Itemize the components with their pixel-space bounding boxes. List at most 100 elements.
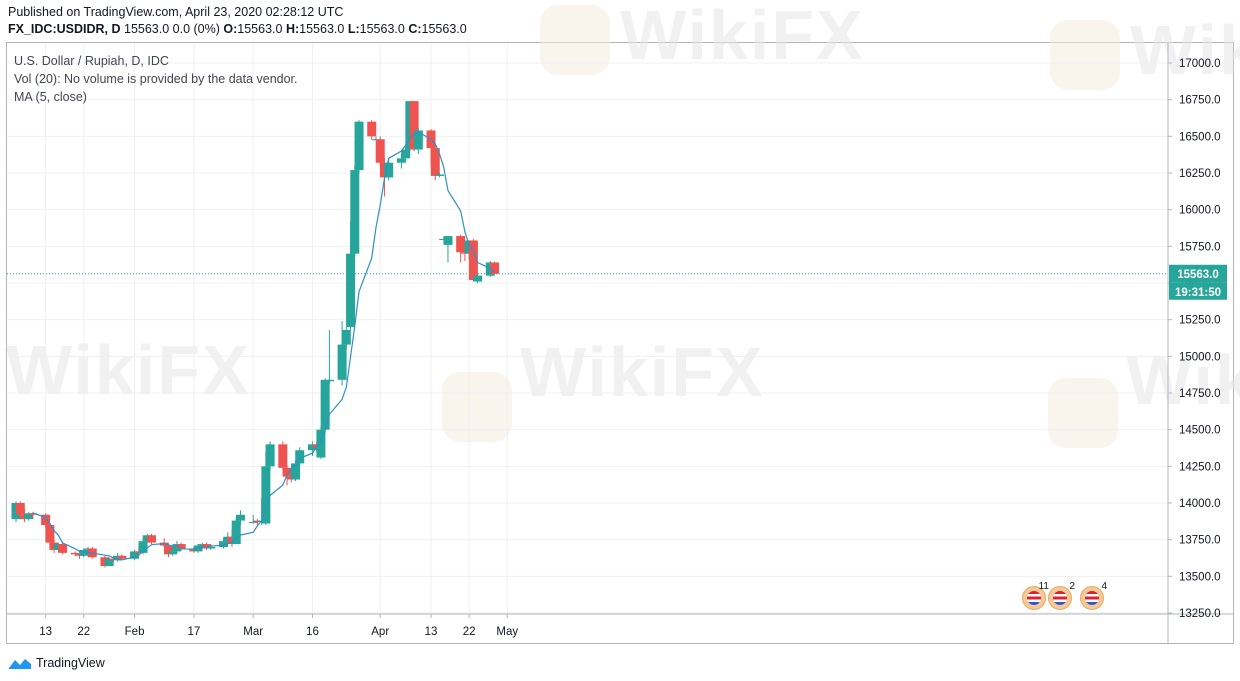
x-tick-label: 16 [306,626,319,638]
badge-count: 2 [1069,581,1075,592]
y-tick-label: 14500.0 [1179,425,1221,437]
us-flag-icon [1053,591,1067,605]
y-tick-label: 15000.0 [1179,351,1221,363]
y-tick-label: 13250.0 [1179,608,1221,620]
candle-up [346,253,356,327]
candle-up [130,551,140,559]
flag-event-badge[interactable]: 2 [1048,581,1075,610]
candle-down [176,544,186,549]
x-tick-label: May [496,626,518,638]
candle-down [430,148,440,176]
symbol-ohlc-line: FX_IDC:USDIDR, D 15563.0 0.0 (0%) O:1556… [8,22,467,36]
x-tick-label: 13 [425,626,438,638]
candle-up [168,551,178,555]
candle-up [265,444,275,467]
x-tick-label: Apr [371,626,389,638]
candle-down [70,552,80,555]
watermark-text: WikiFX [1130,11,1240,89]
legend-ma[interactable]: MA (5, close) [14,90,87,104]
change-value: 15563.0 0.0 (0%) [124,22,220,36]
candle-up [79,549,89,556]
y-tick-label: 16250.0 [1179,168,1221,180]
y-tick-label: 16000.0 [1179,205,1221,217]
candle-down [367,121,377,137]
candle-down [147,535,157,543]
badge-count: 4 [1101,581,1107,592]
flag-event-badge[interactable]: 11 [1022,581,1049,610]
candle-down [456,236,466,253]
chart-legend: U.S. Dollar / Rupiah, D, IDC Vol (20): N… [14,52,298,106]
x-tick-label: Feb [125,626,145,638]
candle-up [295,450,305,464]
candle-up [350,170,360,254]
x-tick-label: 13 [39,626,52,638]
candle-up [401,149,411,159]
candle-down [15,503,25,515]
us-flag-icon [1085,591,1099,605]
candle-up [235,514,245,521]
candle-down [409,101,419,150]
candle-up [324,379,334,382]
countdown-label: 19:31:50 [1175,287,1221,299]
symbol-label: FX_IDC:USDIDR, D [8,22,121,36]
close-label: C: [408,22,422,36]
event-badges: 11 2 4 [1022,581,1107,610]
footer: TradingView [8,653,105,673]
last-price-box [1169,264,1227,283]
x-tick-label: 22 [77,626,90,638]
watermark-text: WikiFX [520,333,765,411]
candle-down [202,544,212,549]
last-price-label: 15563.0 [1177,269,1219,281]
candle-down [28,513,38,515]
published-line: Published on TradingView.com, April 23, … [8,5,344,19]
tradingview-brand[interactable]: TradingView [36,656,105,670]
badge-count: 11 [1038,581,1049,592]
legend-volume[interactable]: Vol (20): No volume is provided by the d… [14,72,298,86]
y-tick-label: 14750.0 [1179,388,1221,400]
candle-down [45,525,55,543]
chart-frame[interactable] [6,42,1234,644]
y-tick-label: 16500.0 [1179,131,1221,143]
candle-up [231,520,241,545]
candle-down [468,240,478,281]
candle-down [117,555,127,559]
candle-up [291,463,301,480]
high-label: H: [285,22,300,36]
candle-up [443,236,453,245]
candle-down [163,545,173,555]
watermark-logo [1048,378,1118,448]
y-tick-label: 16750.0 [1179,95,1221,107]
candle-up [138,541,148,553]
x-tick-label: 17 [187,626,200,638]
candle-up [248,522,258,524]
candle-down [282,467,292,477]
candle-up [316,429,326,458]
candle-up [396,158,406,163]
ma-line [32,131,496,561]
y-tick-label: 14000.0 [1179,498,1221,510]
candle-up [413,130,423,150]
candle-up [435,174,444,176]
y-tick-label: 17000.0 [1179,58,1221,70]
watermark-text: WikiFX [6,331,251,409]
high-value: 15563.0 [299,22,345,36]
candle-up [261,466,271,524]
candle-up [104,558,114,567]
legend-title[interactable]: U.S. Dollar / Rupiah, D, IDC [14,54,169,68]
candle-up [354,121,364,171]
candle-up [337,344,347,380]
candle-down [41,514,51,525]
candle-up [384,162,394,178]
watermark-logo [442,372,512,442]
tradingview-logo-icon [9,659,31,669]
low-value: 15563.0 [359,22,405,36]
y-tick-label: 15250.0 [1179,315,1221,327]
candle-up [473,275,483,282]
candle-down [490,262,500,274]
flag-event-badge[interactable]: 4 [1080,581,1107,610]
watermark-text: WikiFX [620,0,865,74]
open-value: 15563.0 [237,22,283,36]
candle-down [58,544,68,553]
watermark-logo [1050,20,1120,90]
